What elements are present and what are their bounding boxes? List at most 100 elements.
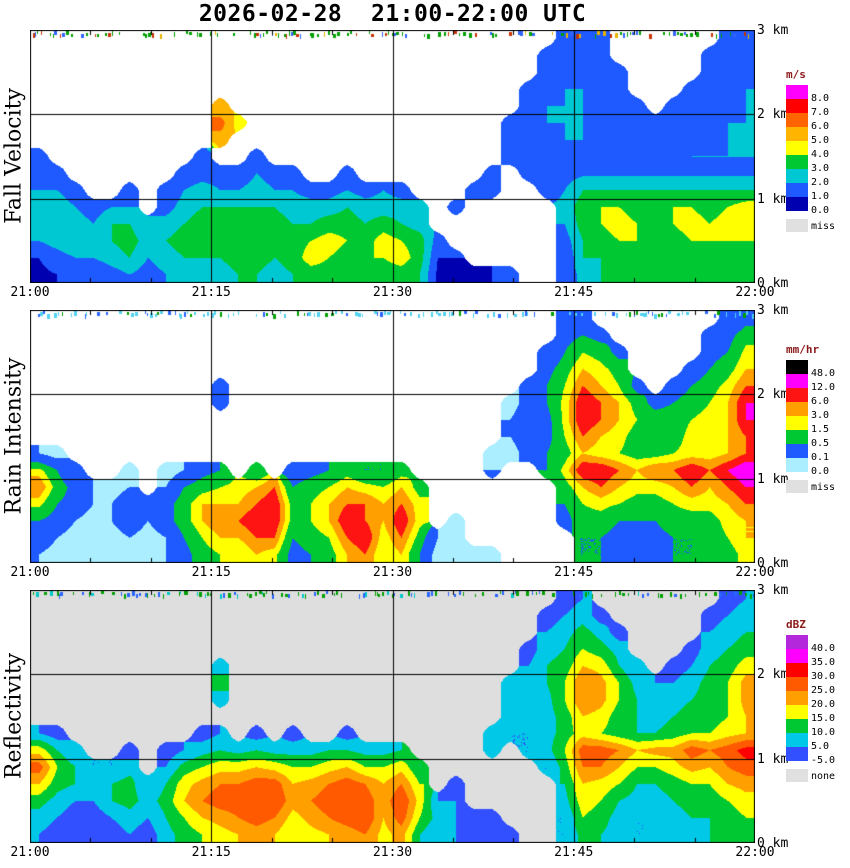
height-tick-label: 0 km <box>757 276 789 291</box>
colorbar-missing-label: miss <box>811 221 836 232</box>
x-tick-label: 22:00 <box>735 845 775 860</box>
colorbar-segment <box>786 360 808 374</box>
colorbar-segment <box>786 155 808 169</box>
x-tick-label: 21:30 <box>372 845 413 860</box>
colorbar-tick-label: 40.0 <box>811 643 836 654</box>
colorbar-segment <box>786 85 808 99</box>
colorbar-tick-label: 48.0 <box>811 368 836 379</box>
colorbar-missing-swatch <box>786 480 808 493</box>
colorbar-tick-label: 3.0 <box>811 163 830 174</box>
x-tick-label: 21:45 <box>554 565 594 580</box>
colorbar-tick-label: 6.0 <box>811 121 830 132</box>
colorbar-segment <box>786 416 808 430</box>
colorbar-tick-label: 12.0 <box>811 382 836 393</box>
colorbar-segment <box>786 388 808 402</box>
x-tick-label: 21:45 <box>554 845 594 860</box>
height-tick-label: 2 km <box>757 387 789 403</box>
x-tick-label: 21:30 <box>372 285 413 300</box>
x-tick-label: 22:00 <box>735 565 775 580</box>
colorbar-tick-label: 0.5 <box>811 438 830 449</box>
height-tick-label: 3 km <box>757 23 789 38</box>
colorbar-segment <box>786 705 808 719</box>
height-tick-label: 2 km <box>757 107 789 123</box>
colorbar-segment <box>786 677 808 691</box>
time-axis-reflectivity: 21:00 21:15 21:30 21:45 22:00 <box>0 845 850 861</box>
colorbar-tick-label: 25.0 <box>811 685 836 696</box>
height-axis-reflectivity: 3 km 2 km 1 km 0 km <box>757 583 802 851</box>
colorbar-fall-velocity: m/s 8.0 7.0 6.0 5.0 4.0 3.0 2.0 1.0 0.0 miss <box>778 30 850 325</box>
colorbar-tick-label: 5.0 <box>811 741 830 752</box>
x-tick-label: 21:00 <box>10 565 50 580</box>
colorbar-tick-label: 0.0 <box>811 205 830 216</box>
fall-velocity-heatmap <box>30 30 755 283</box>
colorbar-segment <box>786 141 808 155</box>
height-tick-label: 0 km <box>757 556 789 571</box>
colorbar-reflectivity: dBZ 40.0 35.0 30.0 25.0 20.0 15.0 10.0 5.0 -5.0 no… <box>778 590 850 868</box>
colorbar-segment <box>786 747 808 761</box>
height-tick-label: 1 km <box>757 471 789 487</box>
colorbar-segment <box>786 649 808 663</box>
colorbar-segment <box>786 663 808 677</box>
colorbar-tick-label: 15.0 <box>811 713 836 724</box>
colorbar-tick-label: 2.0 <box>811 177 830 188</box>
panel-ylabel-reflectivity: Reflectivity <box>1 652 27 780</box>
colorbar-segment <box>786 197 808 211</box>
colorbar-tick-label: 1.5 <box>811 424 830 435</box>
panel-reflectivity: Reflectivity 21:00 21:15 21:30 21:45 22:00 3… <box>0 583 850 868</box>
colorbar-missing-label: miss <box>811 482 836 493</box>
panel-fall-velocity: Fall Velocity 21:00 21:15 21:30 21:45 22:00 … <box>0 23 850 330</box>
colorbar-tick-label: 6.0 <box>811 396 830 407</box>
x-tick-label: 22:00 <box>735 285 775 300</box>
reflectivity-heatmap <box>30 590 755 843</box>
colorbar-missing-label: none <box>811 771 836 782</box>
x-tick-label: 21:00 <box>10 845 50 860</box>
colorbar-missing-swatch <box>786 769 808 782</box>
colorbar-segment <box>786 430 808 444</box>
colorbar-tick-label: 0.1 <box>811 452 830 463</box>
height-axis-fall-velocity: 3 km 2 km 1 km 0 km <box>757 23 802 291</box>
colorbar-tick-label: 30.0 <box>811 671 836 682</box>
colorbar-segment <box>786 169 808 183</box>
x-tick-label: 21:30 <box>372 565 413 580</box>
colorbar-segment <box>786 402 808 416</box>
colorbar-tick-label: 5.0 <box>811 135 830 146</box>
height-tick-label: 1 km <box>757 191 789 207</box>
height-tick-label: 3 km <box>757 583 789 598</box>
colorbar-tick-label: 0.0 <box>811 466 830 477</box>
height-tick-label: 1 km <box>757 751 789 767</box>
colorbar-unit-label: dBZ <box>786 618 806 631</box>
x-tick-label: 21:15 <box>191 845 231 860</box>
colorbar-missing-swatch <box>786 219 808 232</box>
x-tick-label: 21:00 <box>10 285 50 300</box>
colorbar-rain-intensity: mm/hr 48.0 12.0 6.0 3.0 1.5 0.5 0.1 0.0 miss <box>778 310 850 605</box>
x-tick-label: 21:45 <box>554 285 594 300</box>
colorbar-segment <box>786 635 808 649</box>
colorbar-tick-label: 7.0 <box>811 107 830 118</box>
colorbar-segment <box>786 733 808 747</box>
height-tick-label: 0 km <box>757 836 789 851</box>
colorbar-unit-label: mm/hr <box>786 343 820 356</box>
panel-ylabel-fall-velocity: Fall Velocity <box>1 88 27 224</box>
panel-ylabel-rain-intensity: Rain Intensity <box>1 357 27 515</box>
colorbar-tick-label: 3.0 <box>811 410 830 421</box>
height-axis-rain-intensity: 3 km 2 km 1 km 0 km <box>757 303 802 571</box>
colorbar-tick-label: -5.0 <box>811 755 836 766</box>
colorbar-tick-label: 8.0 <box>811 93 830 104</box>
x-tick-label: 21:15 <box>191 565 231 580</box>
height-tick-label: 3 km <box>757 303 789 318</box>
time-axis-rain-intensity: 21:00 21:15 21:30 21:45 22:00 <box>0 565 850 581</box>
chart-title: 2026-02-28 21:00-22:00 UTC <box>198 1 587 27</box>
colorbar-tick-label: 20.0 <box>811 699 836 710</box>
colorbar-segment <box>786 183 808 197</box>
colorbar-segment <box>786 113 808 127</box>
colorbar-segment <box>786 99 808 113</box>
colorbar-tick-label: 10.0 <box>811 727 836 738</box>
colorbar-segment <box>786 444 808 458</box>
colorbar-segment <box>786 691 808 705</box>
colorbar-segment <box>786 127 808 141</box>
rain-intensity-heatmap <box>30 310 755 563</box>
colorbar-segment <box>786 458 808 472</box>
colorbar-unit-label: m/s <box>786 68 806 81</box>
colorbar-tick-label: 4.0 <box>811 149 830 160</box>
